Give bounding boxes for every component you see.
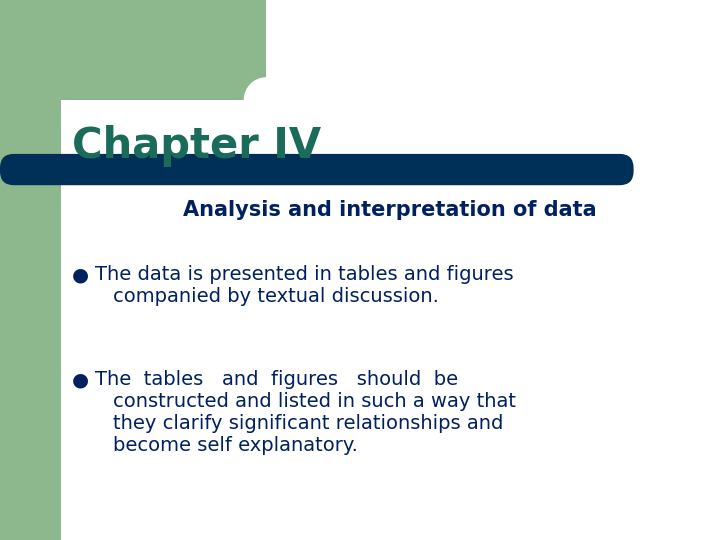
- Text: The  tables   and  figures   should  be: The tables and figures should be: [95, 370, 458, 389]
- Text: ●: ●: [72, 370, 89, 389]
- Text: constructed and listed in such a way that: constructed and listed in such a way tha…: [113, 392, 516, 411]
- Bar: [0, 0, 266, 100]
- Text: become self explanatory.: become self explanatory.: [113, 436, 358, 455]
- Text: The data is presented in tables and figures: The data is presented in tables and figu…: [95, 265, 513, 284]
- FancyBboxPatch shape: [0, 154, 634, 185]
- Bar: [0, 0, 61, 540]
- Bar: [61, 100, 720, 540]
- Text: ●: ●: [72, 265, 89, 284]
- Text: they clarify significant relationships and: they clarify significant relationships a…: [113, 414, 503, 433]
- Text: Analysis and interpretation of data: Analysis and interpretation of data: [183, 200, 597, 220]
- Text: Chapter IV: Chapter IV: [72, 125, 321, 167]
- Bar: [266, 0, 720, 100]
- Circle shape: [244, 78, 289, 122]
- Text: companied by textual discussion.: companied by textual discussion.: [113, 287, 439, 306]
